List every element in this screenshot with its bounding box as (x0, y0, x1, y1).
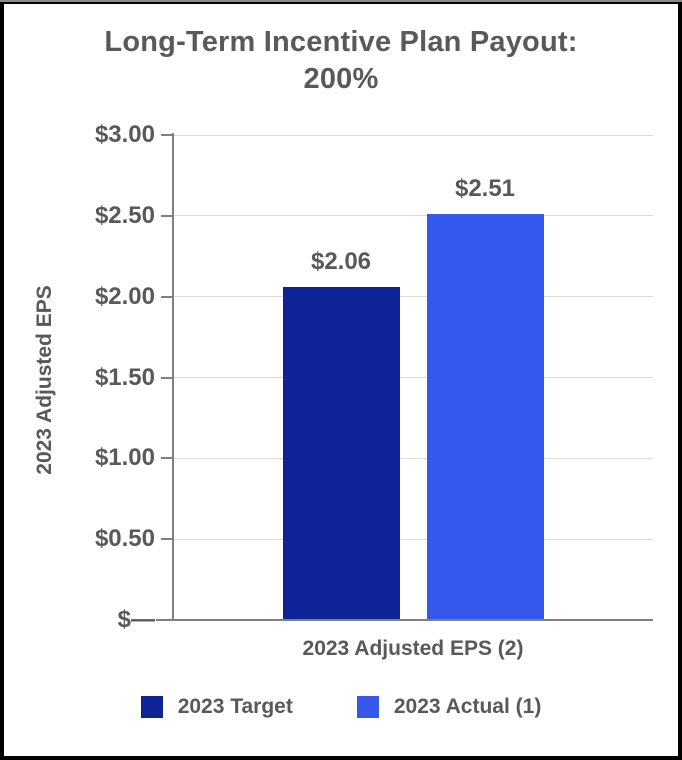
y-axis-tick (161, 295, 173, 298)
y-axis-tick-label: $3.00 (94, 121, 155, 148)
frame-top-hairline (0, 0, 682, 2)
y-axis-tick-label: $0.50 (94, 525, 155, 553)
gridline (173, 134, 653, 136)
gridline (173, 377, 653, 378)
bar-2023-actual (427, 214, 544, 619)
y-axis-line (172, 133, 174, 620)
gridline (173, 457, 653, 459)
y-axis-tick-label: $— (117, 606, 155, 633)
gridline (173, 215, 653, 217)
y-axis-title: 2023 Adjusted EPS (33, 285, 56, 475)
y-axis-tick (161, 538, 173, 541)
y-axis-tick (161, 134, 173, 136)
y-axis-tick (161, 214, 173, 217)
legend-label-actual: 2023 Actual (1) (393, 695, 542, 718)
x-axis-category-label: 2023 Adjusted EPS (2) (302, 637, 524, 660)
y-axis-tick-label: $2.50 (94, 201, 155, 229)
bar-value-label-actual: $2.51 (454, 175, 516, 203)
y-axis-tick-label: $2.00 (94, 282, 155, 310)
legend-swatch-actual (356, 696, 379, 718)
chart-title: Long-Term Incentive Plan Payout: 200% (0, 24, 682, 98)
chart-title-line-1: Long-Term Incentive Plan Payout: (104, 26, 578, 58)
chart-title-line-2: 200% (303, 63, 379, 95)
legend-entry-actual: 2023 Actual (1) (356, 695, 542, 719)
legend: 2023 Target 2023 Actual (1) (0, 695, 682, 719)
legend-label-target: 2023 Target (177, 695, 293, 718)
bar-2023-target (283, 286, 400, 619)
legend-entry-target: 2023 Target (140, 695, 293, 719)
y-axis-tick (161, 457, 173, 460)
gridline (173, 296, 653, 298)
gridline (173, 538, 653, 540)
y-axis-tick-label: $1.50 (94, 363, 155, 391)
y-axis-tick (161, 376, 173, 379)
y-axis-tick-label: $1.00 (94, 444, 155, 472)
legend-swatch-target (140, 696, 163, 718)
x-axis-baseline (156, 619, 653, 621)
bar-value-label-target: $2.06 (310, 247, 372, 275)
